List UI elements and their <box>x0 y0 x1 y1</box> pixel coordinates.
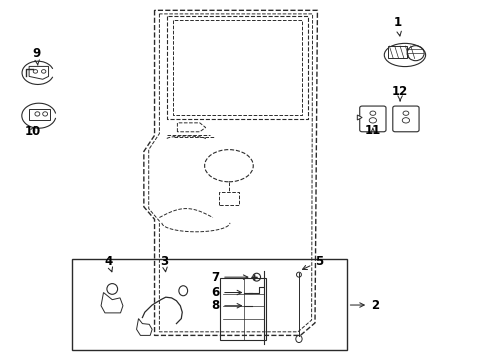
Text: 3: 3 <box>160 255 168 272</box>
Text: 8: 8 <box>210 299 241 312</box>
Text: 2: 2 <box>349 298 378 311</box>
Text: 7: 7 <box>211 271 247 284</box>
Text: 1: 1 <box>393 16 401 36</box>
Polygon shape <box>101 293 122 313</box>
Text: 4: 4 <box>104 255 112 272</box>
Text: 6: 6 <box>210 286 241 299</box>
Text: 12: 12 <box>391 85 407 101</box>
Polygon shape <box>29 66 48 79</box>
Text: 9: 9 <box>32 47 41 65</box>
Polygon shape <box>357 115 362 120</box>
Text: 10: 10 <box>24 125 41 138</box>
Polygon shape <box>136 319 152 336</box>
Text: 11: 11 <box>364 124 380 137</box>
Polygon shape <box>29 109 50 120</box>
Text: 5: 5 <box>302 255 323 270</box>
Polygon shape <box>387 46 407 58</box>
